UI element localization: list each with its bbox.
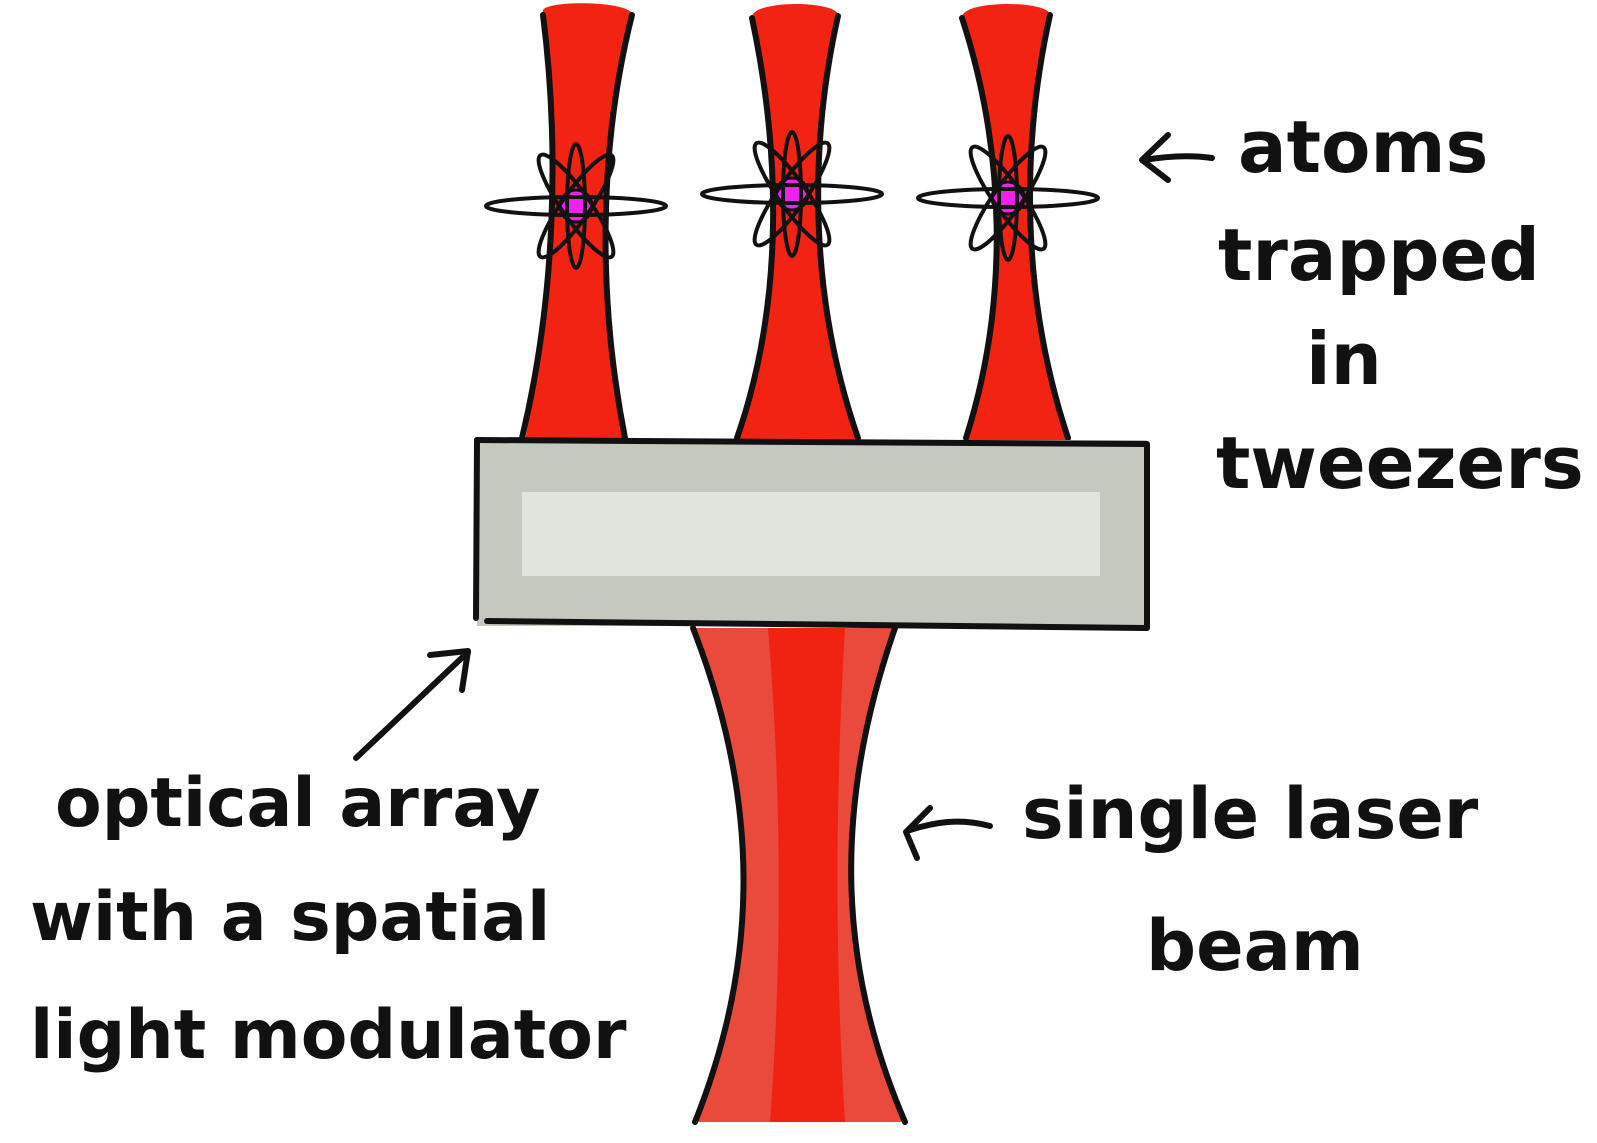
label-laser-line-1: single laser	[1022, 773, 1479, 855]
atom-icon	[700, 130, 884, 258]
atom-icon	[484, 142, 668, 270]
label-atoms-line-3: in	[1306, 317, 1382, 401]
spatial-light-modulator	[473, 437, 1150, 631]
slm-highlight	[522, 492, 1100, 576]
label-atoms-line-4: tweezers	[1216, 421, 1584, 505]
atom-icon	[916, 134, 1100, 262]
laser-beam-core	[768, 628, 845, 1122]
arrow-icon	[903, 805, 993, 861]
label-optical-line-3: light modulator	[30, 996, 627, 1075]
label-optical-line-1: optical array	[55, 764, 540, 843]
arrow-icon	[353, 648, 471, 761]
label-single-laser: single laser beam	[1022, 773, 1479, 987]
label-optical-line-2: with a spatial	[30, 878, 550, 957]
label-atoms-trapped: atoms trapped in tweezers	[1216, 105, 1584, 505]
label-laser-line-2: beam	[1146, 905, 1364, 987]
label-atoms-line-1: atoms	[1238, 105, 1488, 189]
arrow-icon	[1139, 132, 1215, 183]
single-laser-beam	[690, 625, 908, 1125]
label-optical-array: optical array with a spatial light modul…	[30, 764, 627, 1075]
label-atoms-line-2: trapped	[1218, 213, 1540, 297]
